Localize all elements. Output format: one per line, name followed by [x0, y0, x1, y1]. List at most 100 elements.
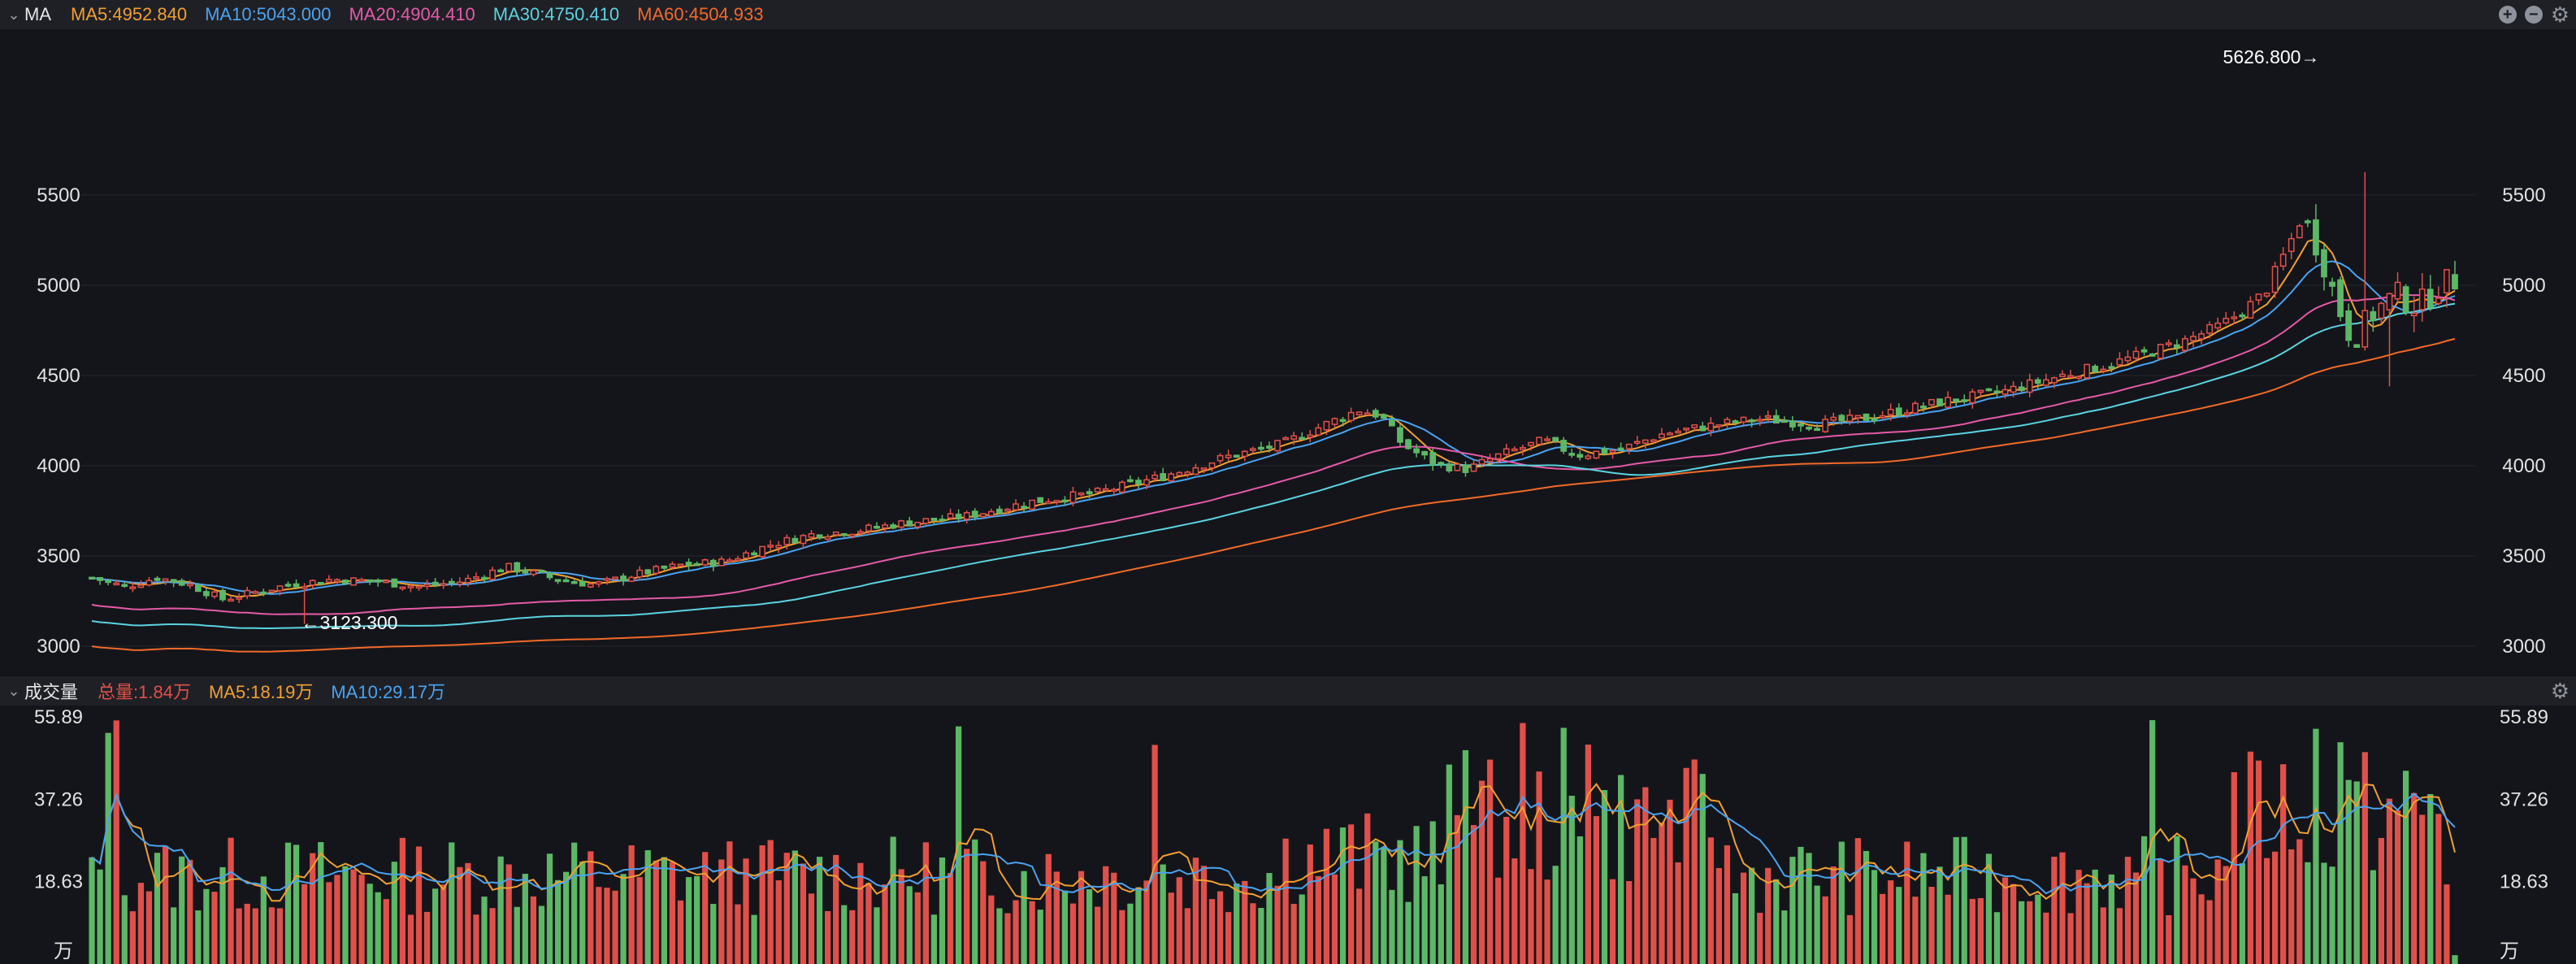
candle[interactable] — [2198, 333, 2205, 340]
volume-bar[interactable] — [579, 862, 586, 964]
volume-bar[interactable] — [423, 911, 431, 964]
volume-bar[interactable] — [2313, 728, 2319, 964]
candle[interactable] — [1168, 473, 1175, 482]
volume-bar[interactable] — [187, 859, 193, 964]
volume-bar[interactable] — [685, 877, 692, 964]
volume-bar[interactable] — [751, 914, 757, 964]
volume-bar[interactable] — [1258, 907, 1264, 964]
volume-bar[interactable] — [2223, 866, 2229, 964]
volume-indicator-title[interactable]: 成交量 — [24, 682, 79, 702]
candle[interactable] — [211, 591, 218, 597]
volume-bar[interactable] — [1429, 821, 1436, 964]
candle[interactable] — [514, 562, 521, 573]
candle[interactable] — [562, 579, 570, 583]
candle[interactable] — [1625, 443, 1633, 449]
volume-bar[interactable] — [2247, 751, 2254, 964]
volume-bar[interactable] — [1707, 837, 1714, 964]
candle[interactable] — [2321, 249, 2327, 278]
volume-bar[interactable] — [1642, 787, 1649, 964]
candle[interactable] — [1233, 454, 1240, 458]
candle[interactable] — [2206, 324, 2213, 334]
volume-bar[interactable] — [628, 845, 635, 964]
volume-bar[interactable] — [391, 862, 397, 964]
candle[interactable] — [955, 514, 962, 520]
candle[interactable] — [709, 559, 717, 567]
volume-bar[interactable] — [97, 869, 103, 964]
volume-bar[interactable] — [2010, 884, 2017, 964]
candle[interactable] — [848, 533, 856, 537]
candle[interactable] — [2026, 379, 2033, 393]
candle[interactable] — [2231, 316, 2238, 319]
candle[interactable] — [121, 584, 128, 587]
volume-bar[interactable] — [964, 849, 970, 964]
volume-bar[interactable] — [1609, 879, 1616, 964]
volume-bar[interactable] — [2370, 870, 2376, 964]
volume-bar[interactable] — [1650, 837, 1657, 964]
candle[interactable] — [2214, 322, 2222, 329]
candle[interactable] — [284, 584, 292, 587]
candle[interactable] — [1241, 450, 1248, 458]
candle[interactable] — [366, 579, 374, 583]
candle[interactable] — [399, 586, 406, 589]
volume-bar[interactable] — [841, 905, 848, 964]
volume-bar[interactable] — [1021, 871, 1027, 964]
volume-bar[interactable] — [1969, 898, 1975, 964]
volume-bar[interactable] — [415, 846, 423, 964]
candle[interactable] — [587, 583, 594, 588]
candle[interactable] — [2034, 379, 2041, 384]
candle[interactable] — [2247, 301, 2254, 319]
volume-bar[interactable] — [1691, 759, 1698, 964]
volume-bar[interactable] — [284, 842, 292, 964]
volume-bar[interactable] — [1111, 872, 1117, 964]
volume-bar[interactable] — [1896, 887, 1902, 964]
volume-bar[interactable] — [1568, 795, 1575, 964]
candle[interactable] — [2042, 379, 2049, 386]
candle[interactable] — [1299, 436, 1306, 441]
volume-bar[interactable] — [596, 887, 602, 964]
candle[interactable] — [1127, 479, 1134, 483]
volume-bar[interactable] — [1405, 901, 1412, 964]
volume-bar[interactable] — [383, 899, 389, 964]
volume-bar[interactable] — [2059, 852, 2066, 964]
candle[interactable] — [1798, 423, 1804, 427]
volume-bar[interactable] — [2075, 870, 2082, 964]
volume-bar[interactable] — [906, 886, 913, 964]
volume-bar[interactable] — [1675, 862, 1681, 964]
volume-bar[interactable] — [1013, 900, 1019, 964]
volume-bar[interactable] — [1993, 912, 2001, 964]
candle[interactable] — [137, 584, 145, 588]
volume-bar[interactable] — [350, 869, 357, 964]
candle[interactable] — [1789, 420, 1796, 428]
candle[interactable] — [383, 580, 390, 584]
candle[interactable] — [1176, 471, 1183, 476]
candle[interactable] — [432, 581, 439, 586]
candle[interactable] — [1462, 464, 1469, 473]
candle[interactable] — [522, 569, 529, 574]
candle[interactable] — [2149, 354, 2156, 357]
candle[interactable] — [358, 579, 365, 582]
candle[interactable] — [808, 532, 815, 538]
volume-bar[interactable] — [1078, 871, 1085, 964]
candle[interactable] — [2452, 274, 2458, 290]
candle[interactable] — [718, 558, 725, 567]
candle[interactable] — [2108, 366, 2115, 369]
candle[interactable] — [2418, 288, 2426, 310]
candle[interactable] — [824, 536, 831, 540]
volume-bar[interactable] — [2321, 862, 2327, 964]
remove-circle-icon[interactable]: − — [2524, 6, 2543, 24]
candle[interactable] — [840, 533, 848, 536]
candle[interactable] — [407, 585, 414, 588]
volume-bar[interactable] — [563, 871, 570, 964]
candle[interactable] — [996, 508, 1003, 515]
candle[interactable] — [1208, 462, 1216, 469]
volume-bar[interactable] — [1634, 799, 1641, 964]
candle[interactable] — [2279, 254, 2287, 267]
candle[interactable] — [751, 552, 757, 556]
candle[interactable] — [1364, 412, 1371, 415]
volume-bar[interactable] — [1127, 903, 1134, 964]
volume-bar[interactable] — [775, 880, 782, 964]
candle[interactable] — [2116, 358, 2123, 366]
volume-bar[interactable] — [588, 851, 594, 964]
candle[interactable] — [1290, 435, 1298, 440]
volume-bar[interactable] — [2100, 907, 2106, 964]
